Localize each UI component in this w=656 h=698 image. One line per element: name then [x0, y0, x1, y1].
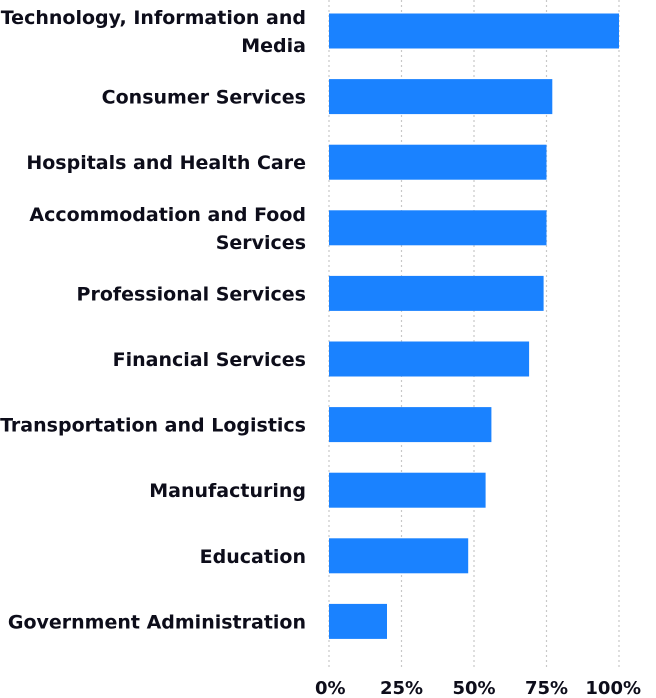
category-label: Financial Services: [113, 349, 306, 371]
bar: [329, 13, 619, 49]
x-tick-label: 50%: [452, 678, 495, 698]
bar: [329, 210, 547, 246]
x-tick-label: 100%: [585, 678, 641, 698]
bar: [329, 275, 544, 311]
bar: [329, 407, 492, 443]
category-label: Hospitals and Health Care: [26, 152, 306, 174]
bar: [329, 79, 553, 115]
bar: [329, 538, 469, 574]
category-label: Technology, Information and: [1, 7, 306, 29]
bar: [329, 472, 486, 508]
category-labels: Technology, Information and Media Consumer…: [0, 7, 306, 633]
category-label: Transportation and Logistics: [0, 415, 306, 437]
category-label: Consumer Services: [102, 87, 306, 109]
x-tick-label: 25%: [380, 678, 423, 698]
x-tick-label: 0%: [315, 678, 346, 698]
bar: [329, 341, 530, 377]
category-label: Manufacturing: [149, 480, 306, 502]
category-label: Professional Services: [77, 283, 306, 305]
category-label: Education: [200, 546, 306, 568]
bar: [329, 603, 387, 639]
x-tick-label: 75%: [525, 678, 568, 698]
category-label: Government Administration: [8, 611, 306, 633]
bars: [329, 13, 619, 639]
x-axis-ticks: 0% 25% 50% 75% 100%: [315, 678, 641, 698]
category-label: Accommodation and Food: [29, 204, 306, 226]
category-label: Media: [241, 35, 306, 57]
bar: [329, 144, 547, 180]
category-label: Services: [216, 232, 306, 254]
